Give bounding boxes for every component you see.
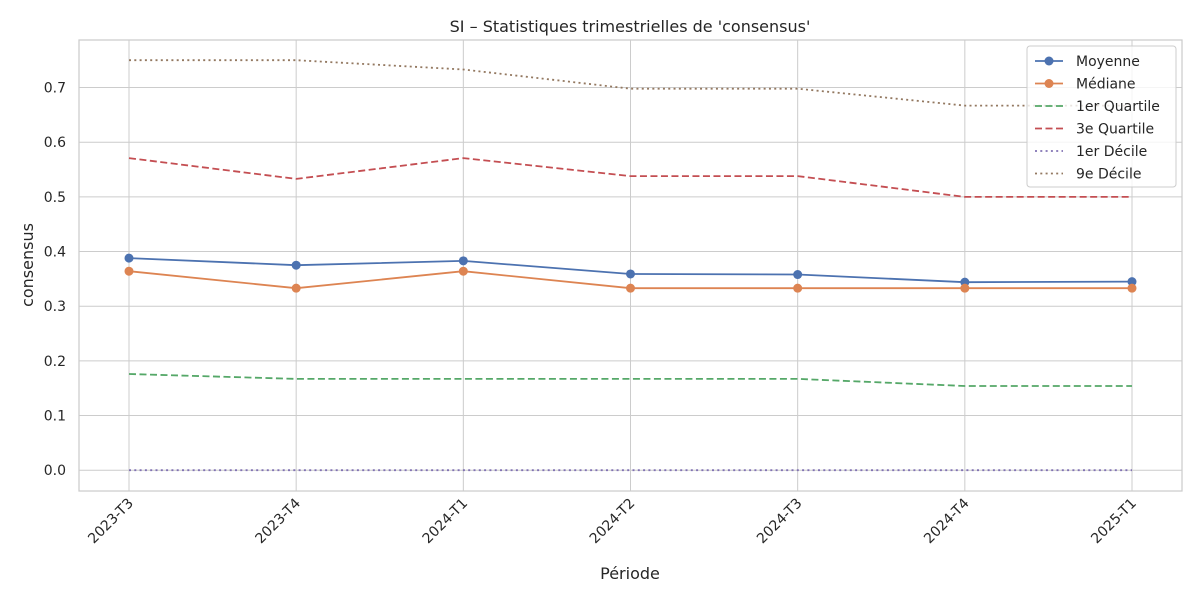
x-tick-label: 2024-T3 xyxy=(754,496,806,548)
data-point xyxy=(793,283,803,293)
y-tick-label: 0.4 xyxy=(44,245,66,261)
legend-label: 1er Quartile xyxy=(1076,99,1160,115)
plot-area xyxy=(78,39,1183,492)
series-lines xyxy=(124,59,1137,472)
legend: Moyenne Médiane 1er Quartile 3e Quartile 1er… xyxy=(1026,45,1177,188)
x-tick-label: 2023-T3 xyxy=(85,496,137,548)
y-tick-label: 0.7 xyxy=(44,81,66,97)
data-point xyxy=(793,270,803,280)
y-tick-label: 0.0 xyxy=(44,463,66,479)
data-point xyxy=(124,266,134,276)
legend-box xyxy=(1026,45,1177,188)
data-point xyxy=(626,269,635,279)
x-tick-label: 2025-T1 xyxy=(1088,496,1140,548)
legend-label: Moyenne xyxy=(1076,54,1140,70)
x-tick-label: 2024-T4 xyxy=(921,495,973,547)
legend-label: Médiane xyxy=(1076,77,1136,93)
legend-label: 9e Décile xyxy=(1076,167,1141,183)
x-tick-label: 2024-T1 xyxy=(420,496,472,548)
legend-marker xyxy=(1044,56,1054,66)
data-point xyxy=(1127,277,1137,287)
data-point xyxy=(626,283,635,293)
legend-label: 1er Décile xyxy=(1076,144,1147,160)
y-tick-label: 0.5 xyxy=(44,190,66,206)
data-point xyxy=(291,283,301,293)
y-axis-ticks: 0.0 0.1 0.2 0.3 0.4 0.5 0.6 0.7 xyxy=(44,81,66,480)
x-tick-label: 2023-T4 xyxy=(252,495,304,547)
series-line-1er Quartile xyxy=(128,373,1132,387)
y-tick-label: 0.2 xyxy=(44,354,66,370)
data-point xyxy=(1127,283,1137,293)
x-tick-label: 2024-T2 xyxy=(587,496,639,548)
y-tick-label: 0.1 xyxy=(44,409,66,425)
grid xyxy=(79,40,1182,491)
legend-marker xyxy=(1044,79,1054,88)
y-axis-title: consensus xyxy=(18,223,37,307)
data-point xyxy=(124,253,134,263)
data-point xyxy=(960,283,970,293)
x-axis-ticks: 2023-T3 2023-T4 2024-T1 2024-T2 2024-T3 2024-… xyxy=(85,495,1140,547)
y-tick-label: 0.3 xyxy=(44,299,66,315)
series-line-9e Décile xyxy=(129,59,1132,107)
data-point xyxy=(458,256,468,266)
x-axis-title: Période xyxy=(600,564,660,583)
series-line-3e Quartile xyxy=(128,157,1132,198)
data-point xyxy=(458,266,468,276)
y-tick-label: 0.6 xyxy=(44,135,66,151)
chart-title: SI – Statistiques trimestrielles de 'con… xyxy=(450,17,811,36)
data-point xyxy=(291,260,301,270)
legend-label: 3e Quartile xyxy=(1076,122,1154,138)
